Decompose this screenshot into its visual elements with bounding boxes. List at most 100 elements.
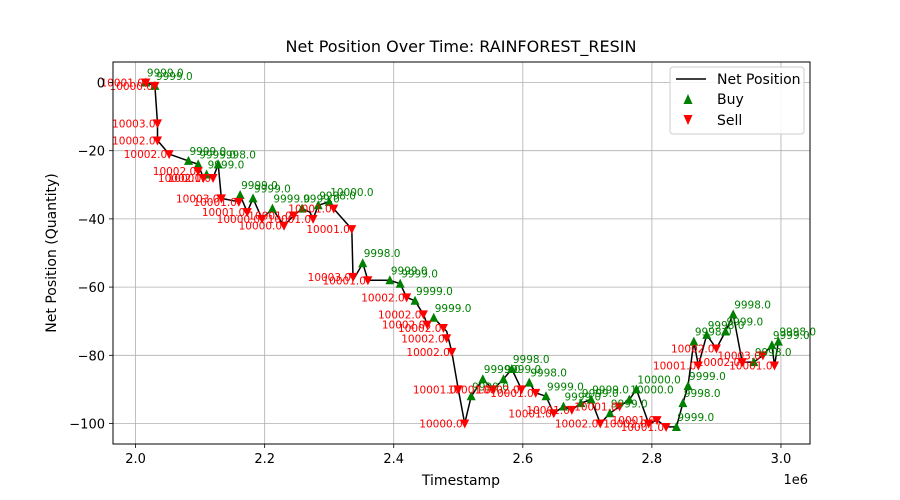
- buy-marker: [671, 421, 681, 431]
- sell-marker: [329, 204, 339, 214]
- buy-price-label: 9999.0: [547, 381, 584, 393]
- sell-price-label: 10001.0: [168, 173, 211, 185]
- y-tick-label: −100: [69, 418, 105, 433]
- buy-marker: [558, 401, 568, 411]
- buy-marker: [498, 374, 508, 384]
- buy-price-label: 10000.0: [637, 374, 680, 386]
- buy-price-label: 9999.0: [726, 316, 763, 328]
- sell-marker: [711, 344, 721, 354]
- sell-marker: [453, 385, 463, 395]
- buy-marker: [507, 363, 517, 373]
- sell-price-label: 10001.0: [100, 77, 143, 89]
- sell-price-label: 10003.0: [112, 118, 155, 130]
- buy-price-label: 9999.0: [773, 330, 810, 342]
- buy-marker: [605, 408, 615, 418]
- sell-marker: [442, 334, 452, 344]
- sell-marker: [164, 150, 174, 160]
- buy-price-label: 9999.0: [254, 183, 291, 195]
- sell-price-label: 10001.0: [193, 197, 236, 209]
- sell-price-label: 10002.0: [603, 419, 646, 431]
- legend: Net Position Buy Sell: [669, 66, 805, 135]
- buy-price-label: 9999.0: [303, 194, 340, 206]
- buy-marker: [248, 193, 258, 203]
- sell-marker: [615, 402, 625, 412]
- sell-marker: [517, 385, 527, 395]
- sell-marker: [279, 221, 289, 231]
- buy-price-label: 9999.0: [199, 149, 236, 161]
- buy-price-label: 9999.0: [504, 364, 541, 376]
- sell-price-label: 10001.0: [413, 384, 456, 396]
- buy-marker: [689, 336, 699, 346]
- sell-marker: [549, 409, 559, 419]
- legend-label-net-position: Net Position: [717, 72, 801, 88]
- sell-marker: [234, 197, 244, 207]
- buy-marker: [193, 159, 203, 169]
- sell-marker: [531, 388, 541, 398]
- buy-price-label: 9999.0: [611, 398, 648, 410]
- sell-price-label: 10000.0: [239, 221, 282, 233]
- y-tick-label: −60: [78, 281, 105, 296]
- sell-marker: [208, 173, 218, 183]
- sell-price-label: 10001.0: [653, 361, 696, 373]
- chart-title: Net Position Over Time: RAINFOREST_RESIN: [286, 37, 637, 57]
- sell-price-label: 10002.0: [398, 323, 441, 335]
- sell-marker: [693, 361, 703, 371]
- sell-price-label: 10001.0: [202, 207, 245, 219]
- sell-marker: [447, 347, 457, 357]
- sell-marker: [402, 293, 412, 303]
- buy-marker: [478, 374, 488, 384]
- buy-price-label: 9999.0: [582, 388, 619, 400]
- buy-price-label: 9998.0: [695, 327, 732, 339]
- sell-marker: [418, 310, 428, 320]
- y-tick-label: −40: [78, 213, 105, 228]
- y-tick-label: −80: [78, 349, 105, 364]
- sell-price-label: 10001.0: [248, 210, 291, 222]
- x-tick-label: 3.0: [771, 452, 792, 467]
- buy-marker: [395, 278, 405, 288]
- sell-price-label: 10002.0: [476, 384, 519, 396]
- buy-price-label: 9999.0: [391, 265, 428, 277]
- x-axis-offset-label: 1e6: [783, 473, 808, 488]
- sell-marker: [567, 405, 577, 415]
- sell-marker: [257, 214, 267, 224]
- legend-sell-swatch: [683, 115, 693, 125]
- buy-marker: [720, 326, 730, 336]
- buy-price-label: 9999.0: [592, 385, 629, 397]
- legend-label-sell: Sell: [717, 113, 742, 129]
- axis-ticks: 2.0 2.2 2.4 2.6 2.8 3.0 0 −20 −40 −60 −80 −100: [69, 76, 791, 467]
- y-tick-label: −20: [78, 145, 105, 160]
- sell-marker: [737, 358, 747, 368]
- sell-marker: [595, 419, 605, 429]
- sell-price-label: 10002.0: [153, 166, 196, 178]
- sell-price-label: 10001.0: [306, 224, 349, 236]
- buy-price-label: 9999.0: [416, 286, 453, 298]
- x-tick-label: 2.0: [125, 452, 146, 467]
- buy-price-label: 9998.0: [319, 190, 356, 202]
- buy-price-label: 9999.0: [689, 371, 726, 383]
- sell-marker: [198, 173, 208, 183]
- sell-price-label: 10001.0: [612, 415, 655, 427]
- buy-marker: [313, 200, 323, 210]
- sell-marker: [422, 320, 432, 330]
- buy-price-label: 9999.0: [401, 269, 438, 281]
- sell-price-label: 10001.0: [448, 384, 491, 396]
- buy-marker: [683, 381, 693, 391]
- buy-price-label: 9999.0: [273, 194, 310, 206]
- x-tick-label: 2.6: [512, 452, 533, 467]
- sell-marker: [488, 385, 498, 395]
- sell-marker: [661, 422, 671, 432]
- buy-marker: [702, 329, 712, 339]
- y-tick-label: 0: [97, 76, 105, 91]
- sell-price-label: 10001.0: [490, 388, 533, 400]
- buy-price-label: 10000.0: [630, 385, 673, 397]
- sell-price-label: 10002.0: [158, 173, 201, 185]
- sell-price-label: 10001.0: [574, 401, 617, 413]
- buy-price-label: 9998.0: [779, 327, 816, 339]
- sell-price-label: 10001.0: [268, 214, 311, 226]
- buy-price-label: 9999.0: [147, 67, 184, 79]
- buy-price-label: 9998.0: [513, 354, 550, 366]
- sell-price-label: 10000.0: [419, 419, 462, 431]
- sell-marker: [193, 167, 203, 177]
- buy-price-label: 9998.0: [708, 320, 745, 332]
- buy-marker: [586, 394, 596, 404]
